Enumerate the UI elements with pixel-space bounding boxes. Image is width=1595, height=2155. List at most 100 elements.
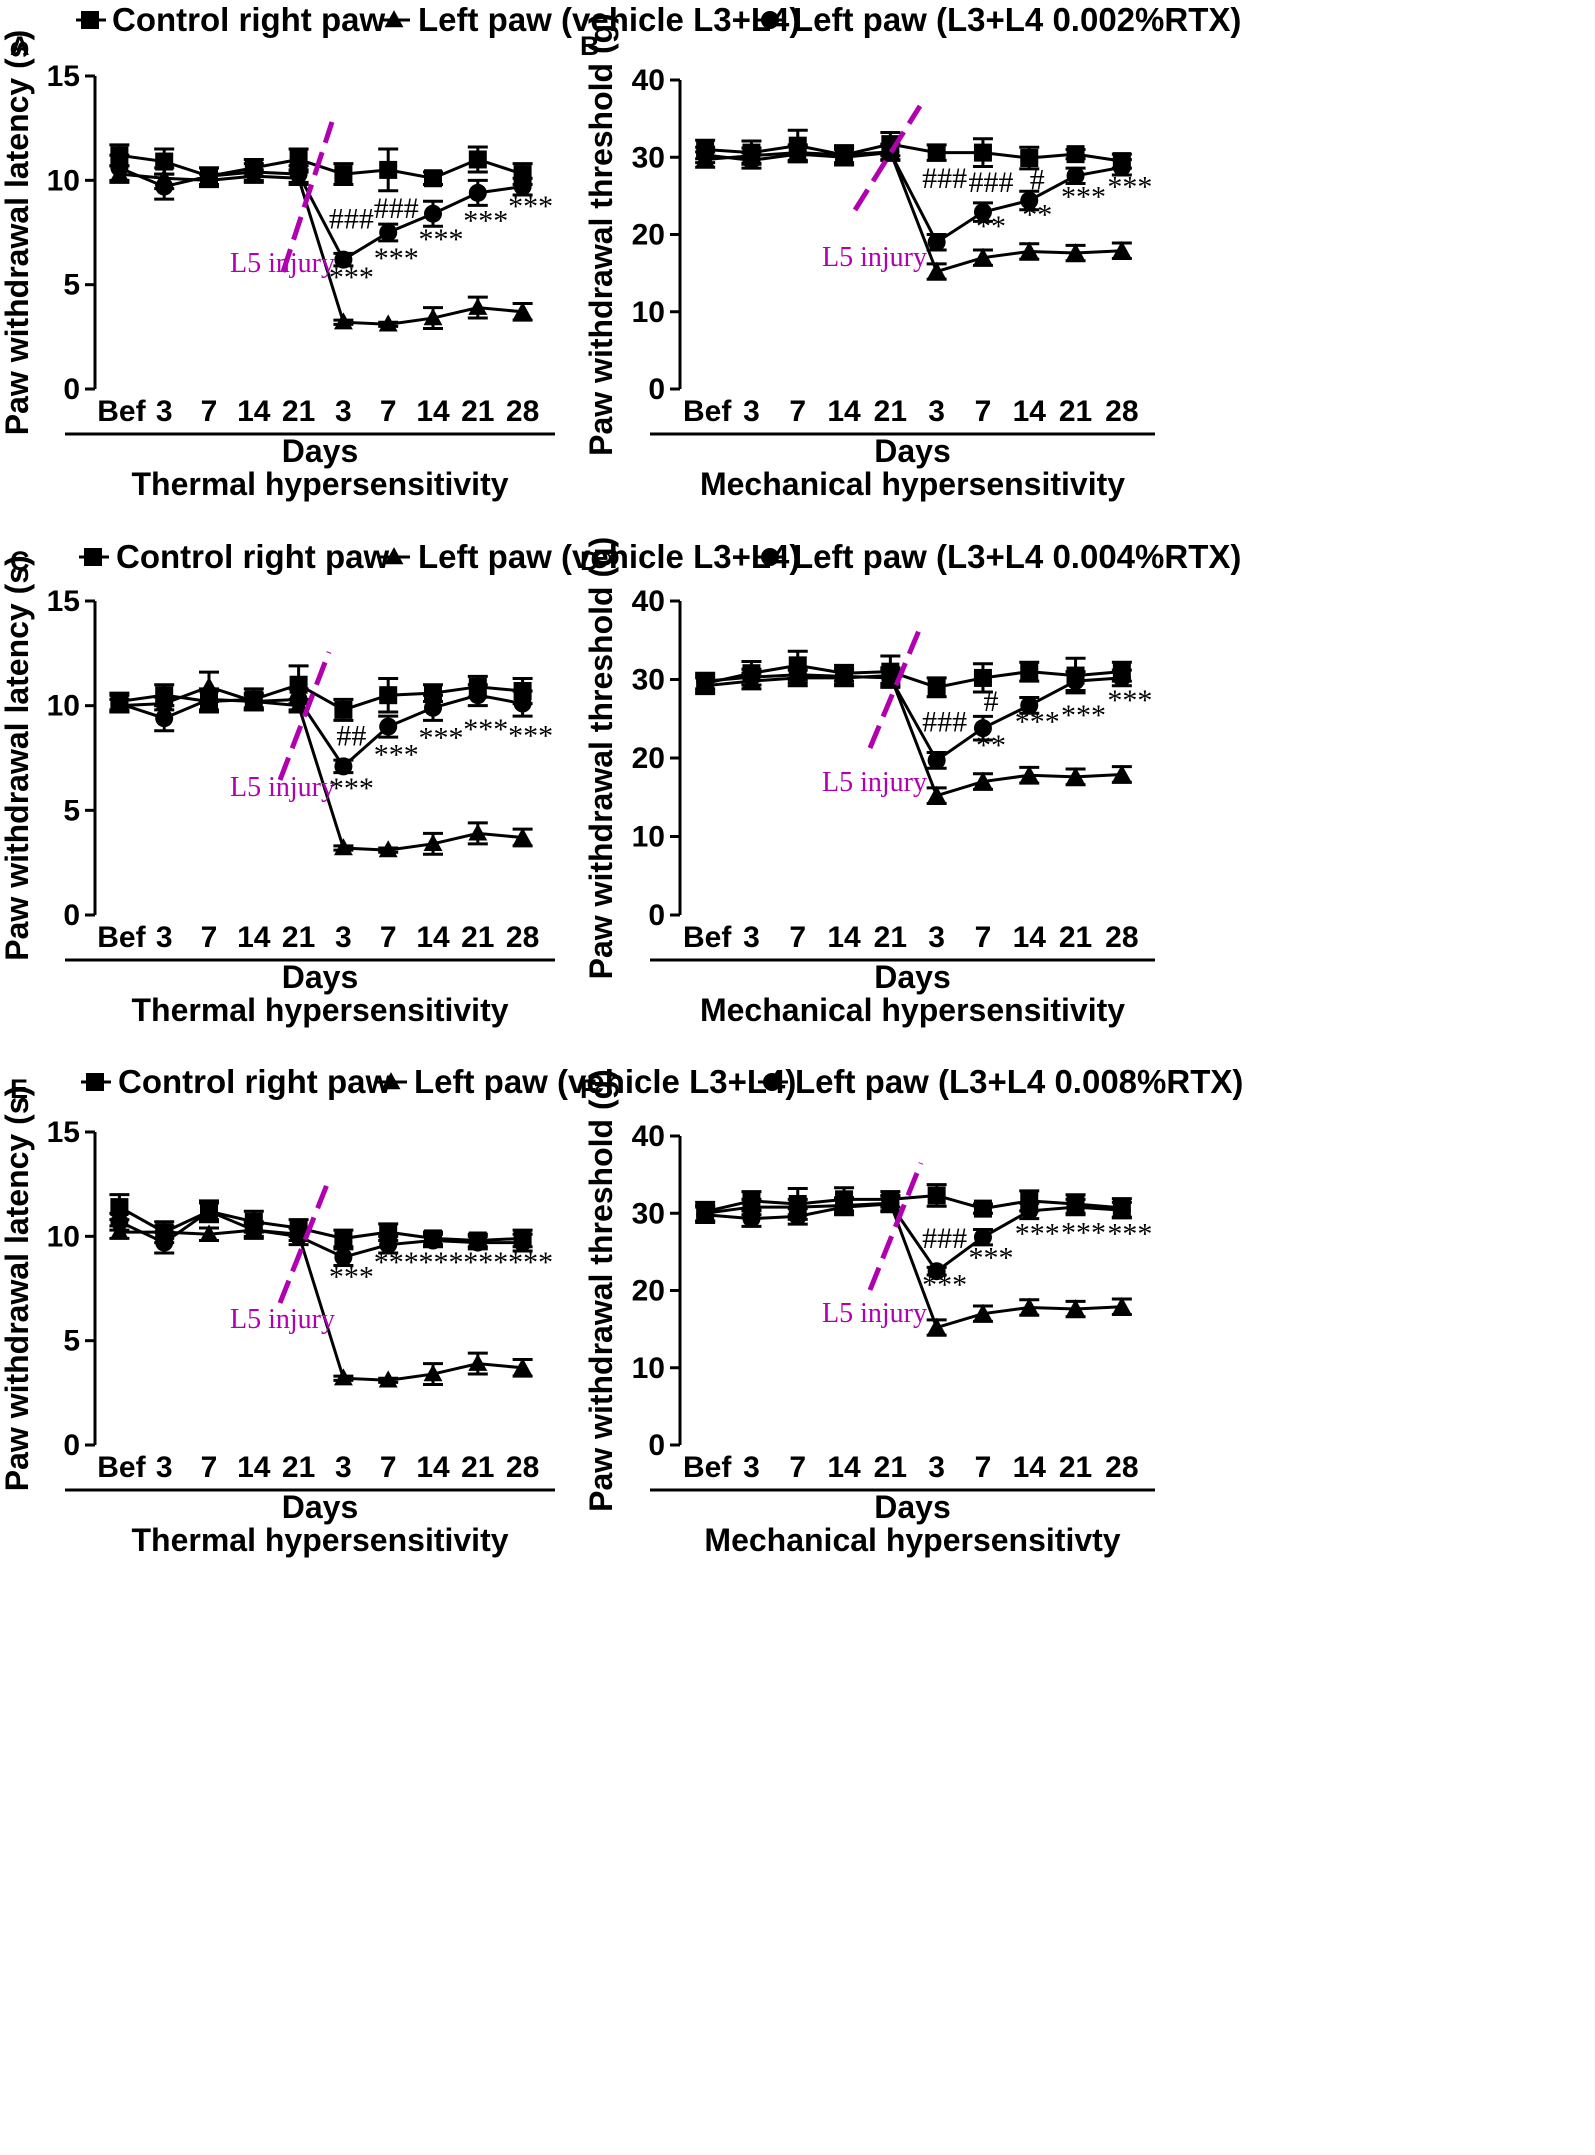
chart-title: Mechanical hypersensitivity: [700, 466, 1125, 502]
significance-mark: ***: [1061, 181, 1106, 214]
data-point-circle: [289, 690, 308, 709]
data-point-circle: [110, 1212, 129, 1231]
y-axis-label: Paw withdrawal latency (s): [0, 30, 35, 435]
data-point-circle: [927, 233, 946, 252]
data-point-circle: [742, 151, 761, 170]
y-axis-label: Paw withdrawal threshold (g): [583, 1069, 619, 1512]
data-point-circle: [334, 1248, 353, 1267]
injury-label: L5 injury: [230, 772, 335, 803]
series-line: [705, 142, 1123, 163]
injury-marker-line: [277, 651, 332, 781]
significance-mark: ###: [329, 202, 374, 235]
x-tick-label: 21: [1059, 921, 1092, 954]
data-point-square: [424, 684, 442, 703]
x-tick-label: 7: [201, 1451, 218, 1484]
x-tick-label: 7: [201, 395, 218, 428]
x-tick-label: 21: [282, 1451, 315, 1484]
data-point-circle: [788, 145, 807, 164]
series-line: [704, 1193, 1122, 1214]
significance-mark: ***: [1015, 1217, 1060, 1250]
x-tick-label: Bef: [97, 1451, 146, 1484]
x-tick-label: 21: [461, 395, 494, 428]
data-point-circle: [1020, 696, 1039, 715]
significance-mark: ###: [374, 192, 419, 225]
y-tick-label: 10: [47, 1220, 80, 1253]
data-point-circle: [835, 148, 854, 167]
panel-label: B: [580, 31, 600, 61]
series-line: [704, 674, 1122, 798]
data-point-triangle: [333, 1368, 353, 1386]
data-point-circle: [1112, 1201, 1131, 1220]
series-line: [704, 151, 1123, 245]
legend-label: Control right paw: [118, 1063, 391, 1100]
chart-title: Mechanical hypersensitivity: [700, 992, 1125, 1028]
data-point-circle: [200, 690, 218, 709]
x-axis-label: Days: [874, 433, 951, 469]
x-tick-label: 21: [874, 395, 907, 428]
legend-marker-square: [84, 548, 102, 566]
legend-marker-circle: [761, 548, 779, 566]
data-point-circle: [788, 665, 807, 684]
legend-label: Control right paw: [112, 1, 385, 38]
y-axis-label: Paw withdrawal threshold (g): [583, 537, 619, 980]
panel-label: E: [10, 1074, 28, 1104]
x-axis-label: Days: [282, 1489, 359, 1525]
x-tick-label: Bef: [97, 921, 146, 954]
legend-marker-square: [86, 1073, 104, 1091]
legend-marker-circle: [763, 1073, 781, 1091]
x-tick-label: 28: [506, 395, 539, 428]
significance-mark: ##: [336, 719, 366, 752]
x-tick-label: 14: [237, 921, 271, 954]
data-point-triangle: [1019, 241, 1039, 259]
y-tick-label: 10: [632, 1352, 665, 1385]
panel-label: D: [580, 546, 600, 576]
data-point-circle: [244, 162, 263, 181]
significance-mark: ***: [1107, 1217, 1152, 1250]
panel-label: F: [580, 1074, 597, 1104]
data-point-triangle: [199, 1224, 219, 1242]
x-tick-label: Bef: [97, 395, 146, 428]
data-point-circle: [881, 1194, 900, 1213]
x-axis-label: Days: [874, 959, 951, 995]
injury-marker-line: [867, 627, 923, 749]
data-point-circle: [927, 1262, 946, 1281]
y-tick-label: 15: [47, 585, 80, 618]
legend-label: Control right paw: [116, 538, 389, 575]
x-tick-label: 28: [1105, 921, 1138, 954]
data-point-triangle: [513, 827, 533, 845]
y-tick-label: 0: [648, 899, 665, 932]
x-tick-label: 7: [975, 1451, 992, 1484]
y-tick-label: 10: [632, 821, 665, 854]
series-line: [118, 1209, 523, 1259]
panel-d: D 0 10 20 30 40 Paw withdrawal threshold (g) Be…: [580, 537, 1155, 1028]
data-point-triangle: [927, 785, 947, 803]
chart-title: Thermal hypersensitivity: [131, 992, 508, 1028]
data-point-circle: [468, 183, 487, 202]
significance-mark: ***: [374, 738, 419, 771]
data-point-circle: [424, 1231, 442, 1250]
data-point-circle: [244, 692, 263, 711]
data-point-square: [927, 678, 946, 697]
x-axis-label: Days: [874, 1489, 951, 1525]
data-point-triangle: [927, 261, 947, 279]
y-tick-label: 15: [47, 1116, 80, 1149]
x-tick-label: 21: [874, 921, 907, 954]
data-point-circle: [973, 1228, 992, 1247]
data-point-circle: [1112, 668, 1131, 687]
data-point-circle: [742, 668, 761, 687]
panel-label: C: [10, 546, 30, 576]
x-tick-label: 3: [743, 395, 760, 428]
significance-mark: ***: [1061, 699, 1106, 732]
data-point-circle: [1020, 191, 1039, 210]
data-point-triangle: [468, 823, 488, 841]
series-rtx: [695, 143, 1132, 252]
x-tick-label: 7: [975, 395, 992, 428]
x-tick-label: 21: [874, 1451, 907, 1484]
data-point-square: [289, 150, 308, 169]
x-tick-label: 28: [506, 921, 539, 954]
x-axis-label: Days: [282, 433, 359, 469]
y-tick-label: 0: [648, 373, 665, 406]
